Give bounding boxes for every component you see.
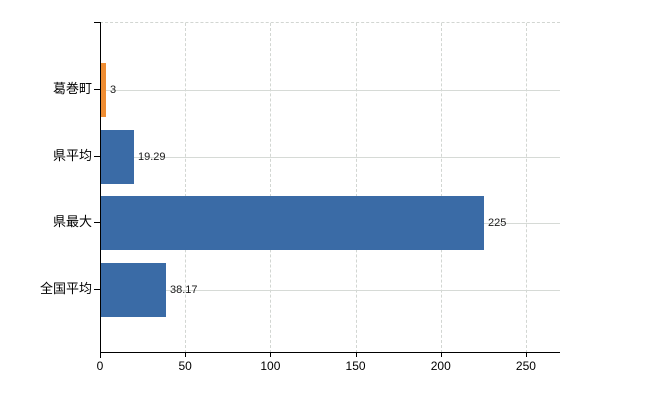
y-axis-line xyxy=(100,22,101,358)
category-label: 葛巻町 xyxy=(52,81,92,96)
y-axis-tick xyxy=(94,288,100,290)
value-label: 225 xyxy=(488,217,507,229)
x-tick-label: 150 xyxy=(345,359,366,373)
x-axis-tick xyxy=(270,352,272,357)
x-tick-label: 100 xyxy=(260,359,281,373)
x-axis-tick xyxy=(100,352,101,357)
y-axis-tick xyxy=(94,222,100,223)
x-tick-label: 50 xyxy=(178,359,192,373)
x-gridline xyxy=(440,23,442,353)
value-label: 3 xyxy=(110,84,117,96)
category-gridline xyxy=(100,156,560,158)
value-label: 38.17 xyxy=(170,283,198,296)
x-gridline xyxy=(270,23,272,353)
x-axis-tick xyxy=(525,352,527,357)
x-axis-tick xyxy=(440,352,442,357)
value-label: 19.29 xyxy=(138,150,166,163)
x-gridline xyxy=(355,23,357,353)
x-tick-label: 200 xyxy=(430,359,451,373)
x-axis-tick xyxy=(185,352,187,357)
x-tick-label: 250 xyxy=(515,359,536,373)
plot-area: 3 19.29 225 38.17 xyxy=(100,22,560,353)
bar xyxy=(101,63,106,117)
bar xyxy=(101,196,484,250)
x-gridline xyxy=(525,23,527,353)
x-axis-tick xyxy=(355,352,357,357)
x-tick-label: 0 xyxy=(96,359,104,373)
y-axis-top-tick xyxy=(94,22,100,23)
bar xyxy=(101,262,166,317)
x-gridline xyxy=(185,23,187,353)
y-axis-tick xyxy=(94,89,100,90)
category-gridline xyxy=(100,289,560,291)
category-label: 全国平均 xyxy=(39,280,92,296)
x-axis-line xyxy=(100,352,560,353)
category-gridline xyxy=(100,90,560,91)
category-label: 県最大 xyxy=(52,214,92,229)
bar xyxy=(101,129,134,184)
y-axis-tick xyxy=(94,155,100,157)
category-label: 県平均 xyxy=(52,147,92,163)
